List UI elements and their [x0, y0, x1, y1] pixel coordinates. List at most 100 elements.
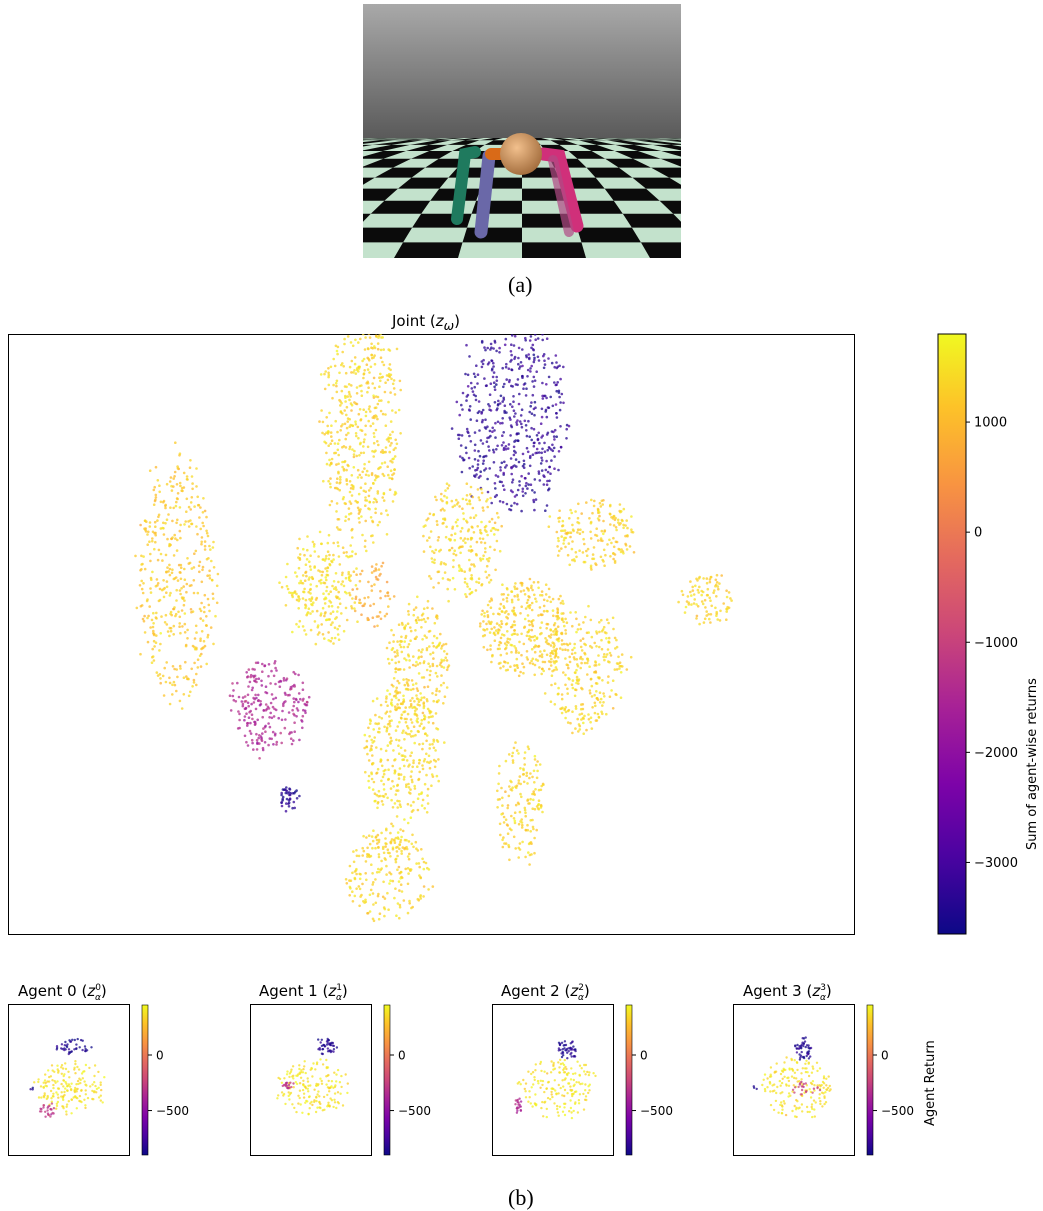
scatter-point: [320, 582, 323, 585]
scatter-point: [383, 773, 386, 776]
scatter-point: [531, 609, 534, 612]
scatter-point: [200, 543, 203, 546]
scatter-point: [338, 625, 341, 628]
scatter-point: [414, 712, 417, 715]
scatter-point: [511, 590, 514, 593]
scatter-point: [364, 496, 367, 499]
scatter-point: [364, 336, 367, 339]
scatter-point: [381, 496, 384, 499]
scatter-point: [469, 569, 472, 572]
scatter-point: [166, 518, 169, 521]
scatter-point: [566, 1048, 568, 1050]
scatter-point: [555, 1093, 557, 1095]
scatter-point: [581, 1067, 583, 1069]
scatter-point: [458, 437, 461, 440]
scatter-point: [290, 592, 293, 595]
scatter-point: [464, 537, 467, 540]
scatter-point: [378, 856, 381, 859]
scatter-point: [475, 399, 478, 402]
scatter-point: [501, 633, 504, 636]
scatter-point: [498, 765, 501, 768]
scatter-point: [525, 774, 528, 777]
scatter-point: [609, 695, 612, 698]
scatter-point: [383, 364, 386, 367]
scatter-point: [278, 581, 281, 584]
scatter-point: [74, 1096, 76, 1098]
scatter-point: [396, 855, 399, 858]
scatter-point: [533, 428, 536, 431]
scatter-point: [42, 1106, 44, 1108]
scatter-point: [526, 635, 529, 638]
scatter-point: [528, 358, 531, 361]
scatter-point: [432, 586, 435, 589]
scatter-point: [180, 564, 183, 567]
scatter-point: [566, 1092, 568, 1094]
scatter-point: [809, 1088, 811, 1090]
scatter-point: [614, 561, 617, 564]
scatter-point: [163, 587, 166, 590]
scatter-point: [554, 1079, 556, 1081]
scatter-point: [369, 501, 372, 504]
scatter-point: [482, 558, 485, 561]
scatter-point: [812, 1080, 814, 1082]
scatter-point: [348, 448, 351, 451]
scatter-point: [390, 701, 393, 704]
scatter-point: [382, 803, 385, 806]
scatter-point: [506, 652, 509, 655]
scatter-point: [179, 530, 182, 533]
scatter-point: [621, 665, 624, 668]
scatter-point: [260, 737, 263, 740]
scatter-point: [356, 403, 359, 406]
scatter-point: [584, 662, 587, 665]
scatter-point: [163, 500, 166, 503]
scatter-point: [524, 626, 527, 629]
scatter-point: [386, 726, 389, 729]
scatter-point: [330, 601, 333, 604]
scatter-point: [396, 680, 399, 683]
scatter-point: [525, 485, 528, 488]
scatter-point: [394, 662, 397, 665]
scatter-point: [169, 568, 172, 571]
scatter-point: [702, 603, 705, 606]
scatter-point: [390, 799, 393, 802]
scatter-point: [281, 1082, 283, 1084]
scatter-point: [555, 403, 558, 406]
scatter-point: [620, 696, 623, 699]
scatter-point: [564, 674, 567, 677]
scatter-point: [338, 482, 341, 485]
scatter-point: [489, 546, 492, 549]
scatter-point: [391, 474, 394, 477]
scatter-point: [395, 789, 398, 792]
scatter-point: [510, 505, 513, 508]
scatter-point: [303, 554, 306, 557]
scatter-point: [358, 601, 361, 604]
scatter-point: [288, 711, 291, 714]
scatter-point: [535, 829, 538, 832]
scatter-point: [793, 1084, 795, 1086]
scatter-point: [429, 710, 432, 713]
scatter-point: [93, 1090, 95, 1092]
scatter-point: [802, 1067, 804, 1069]
scatter-point: [488, 557, 491, 560]
scatter-point: [174, 684, 177, 687]
scatter-point: [400, 747, 403, 750]
scatter-point: [524, 339, 527, 342]
scatter-point: [587, 605, 590, 608]
scatter-point: [237, 727, 240, 730]
scatter-point: [464, 542, 467, 545]
scatter-point: [351, 588, 354, 591]
scatter-point: [151, 571, 154, 574]
scatter-point: [440, 563, 443, 566]
scatter-point: [782, 1071, 784, 1073]
scatter-point: [251, 742, 254, 745]
scatter-point: [446, 686, 449, 689]
scatter-point: [369, 718, 372, 721]
scatter-point: [783, 1061, 785, 1063]
scatter-point: [513, 464, 516, 467]
scatter-point: [513, 613, 516, 616]
scatter-point: [44, 1079, 46, 1081]
scatter-point: [533, 1076, 535, 1078]
scatter-point: [707, 588, 710, 591]
scatter-point: [309, 1107, 311, 1109]
scatter-point: [573, 1055, 575, 1057]
